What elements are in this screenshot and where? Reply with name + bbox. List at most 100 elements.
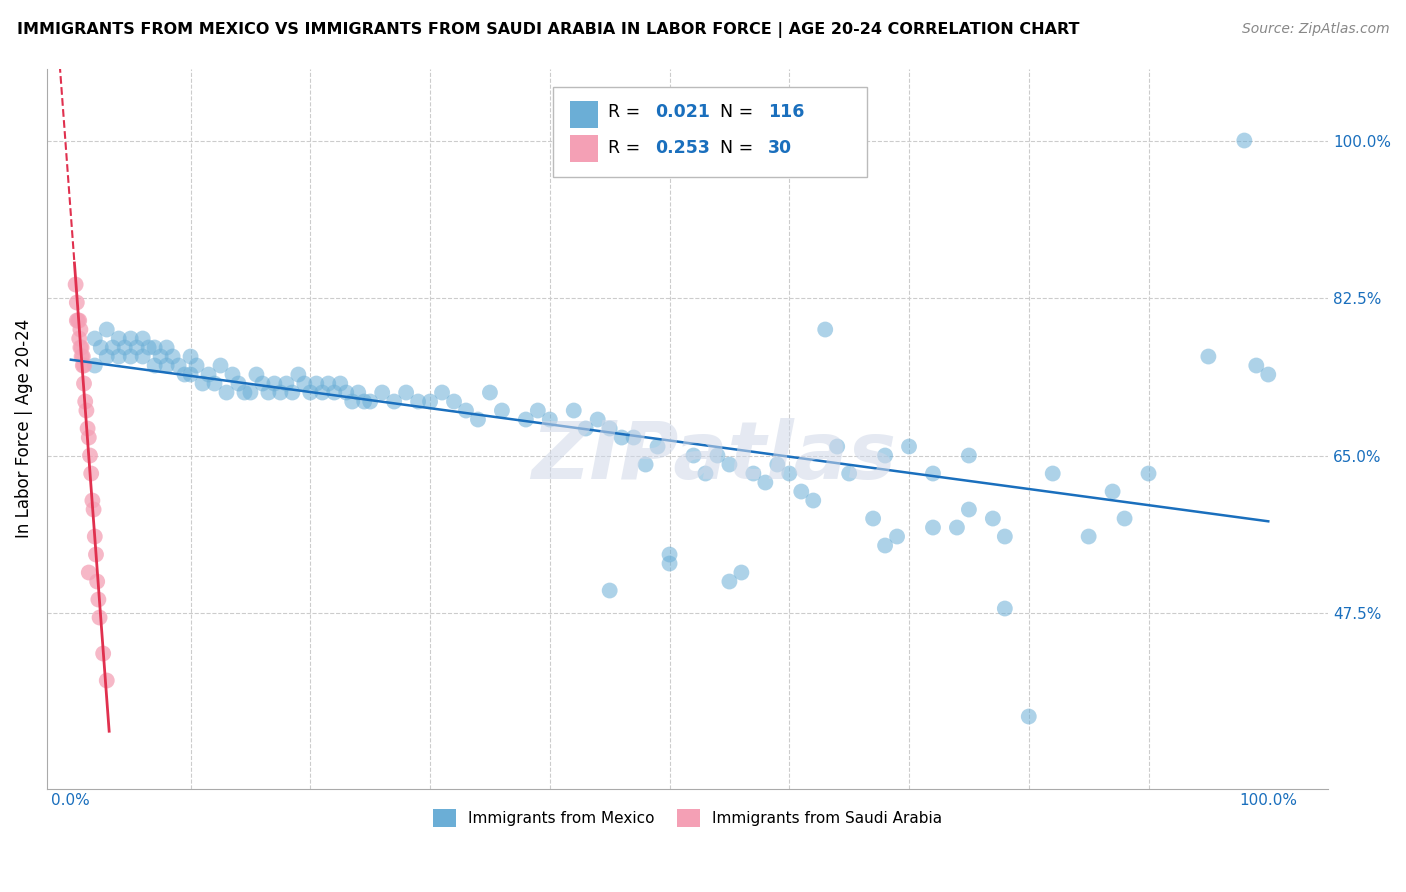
Point: [406, 394, 429, 409]
FancyBboxPatch shape: [569, 101, 598, 128]
Point: [75, 403, 97, 417]
Point: [83, 502, 105, 516]
Point: [276, 376, 298, 391]
Point: [754, 475, 776, 490]
Text: IMMIGRANTS FROM MEXICO VS IMMIGRANTS FROM SAUDI ARABIA IN LABOR FORCE | AGE 20-2: IMMIGRANTS FROM MEXICO VS IMMIGRANTS FRO…: [17, 22, 1080, 38]
Point: [101, 341, 124, 355]
Legend: Immigrants from Mexico, Immigrants from Saudi Arabia: Immigrants from Mexico, Immigrants from …: [425, 801, 950, 835]
Point: [69, 322, 91, 336]
Point: [742, 467, 765, 481]
Point: [138, 341, 160, 355]
Point: [311, 385, 333, 400]
Point: [994, 529, 1017, 543]
Point: [1101, 484, 1123, 499]
Point: [245, 368, 267, 382]
Point: [718, 458, 741, 472]
Point: [91, 647, 114, 661]
Point: [957, 502, 980, 516]
Point: [1197, 350, 1219, 364]
Point: [66, 295, 89, 310]
Text: 30: 30: [768, 139, 793, 157]
Text: 0.253: 0.253: [655, 139, 710, 157]
Point: [75, 394, 97, 409]
Point: [72, 350, 94, 364]
FancyBboxPatch shape: [553, 87, 868, 177]
Point: [69, 341, 91, 355]
Point: [156, 341, 179, 355]
Point: [658, 548, 681, 562]
Point: [335, 385, 357, 400]
Point: [287, 368, 309, 382]
Point: [82, 493, 104, 508]
Point: [263, 376, 285, 391]
Point: [120, 350, 142, 364]
Point: [1042, 467, 1064, 481]
Point: [922, 467, 945, 481]
Point: [228, 376, 250, 391]
Point: [443, 394, 465, 409]
Point: [838, 467, 860, 481]
Point: [131, 350, 153, 364]
Point: [86, 574, 108, 589]
Point: [143, 359, 166, 373]
Point: [66, 313, 89, 327]
Point: [801, 493, 824, 508]
Point: [70, 350, 93, 364]
Point: [527, 403, 550, 417]
Point: [180, 350, 202, 364]
Point: [395, 385, 418, 400]
Point: [73, 359, 96, 373]
Point: [886, 529, 908, 543]
Point: [67, 313, 90, 327]
Point: [316, 376, 339, 391]
Text: R =: R =: [607, 139, 645, 157]
Point: [718, 574, 741, 589]
Point: [191, 376, 214, 391]
Point: [1114, 511, 1136, 525]
Point: [162, 350, 184, 364]
Point: [1018, 709, 1040, 723]
Text: Source: ZipAtlas.com: Source: ZipAtlas.com: [1241, 22, 1389, 37]
Point: [76, 421, 98, 435]
Point: [515, 412, 537, 426]
Point: [790, 484, 813, 499]
Point: [1137, 467, 1160, 481]
Point: [70, 341, 93, 355]
Point: [107, 332, 129, 346]
Point: [143, 341, 166, 355]
Point: [83, 529, 105, 543]
Point: [269, 385, 291, 400]
Point: [209, 359, 232, 373]
Point: [353, 394, 375, 409]
Point: [778, 467, 800, 481]
Point: [299, 385, 322, 400]
Point: [180, 368, 202, 382]
Point: [73, 376, 96, 391]
Point: [599, 421, 621, 435]
Point: [658, 557, 681, 571]
Point: [1233, 134, 1256, 148]
Point: [84, 548, 107, 562]
Point: [281, 385, 304, 400]
Point: [96, 673, 118, 688]
Point: [173, 368, 195, 382]
Point: [329, 376, 352, 391]
Point: [371, 385, 394, 400]
Point: [252, 376, 274, 391]
Point: [682, 449, 704, 463]
Point: [87, 592, 110, 607]
Text: 0.021: 0.021: [655, 103, 710, 121]
Text: ZIPatlas: ZIPatlas: [530, 418, 896, 496]
Point: [957, 449, 980, 463]
Point: [814, 322, 837, 336]
Point: [467, 412, 489, 426]
Point: [766, 458, 789, 472]
Point: [706, 449, 728, 463]
Point: [922, 520, 945, 534]
Point: [898, 440, 921, 454]
Point: [1246, 359, 1268, 373]
Text: N =: N =: [720, 103, 758, 121]
Point: [80, 467, 103, 481]
Point: [83, 359, 105, 373]
Point: [419, 394, 441, 409]
